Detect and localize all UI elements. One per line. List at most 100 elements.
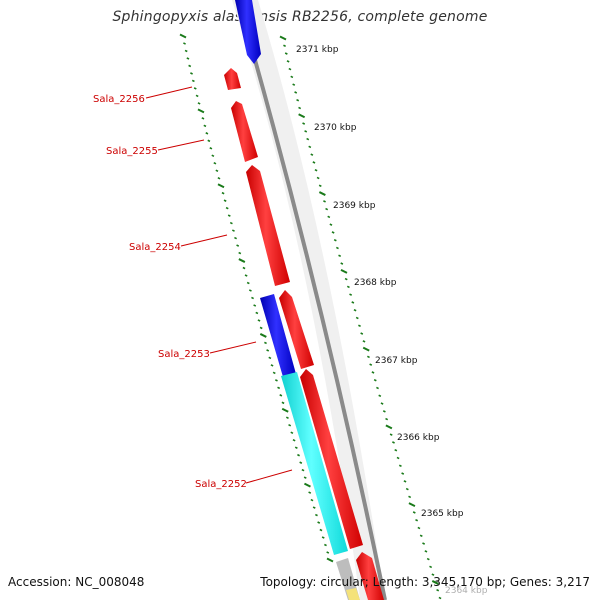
inner-tick — [310, 498, 314, 502]
inner-tick — [294, 446, 298, 449]
inner-tick — [201, 117, 205, 120]
inner-tick — [255, 311, 259, 315]
outer-tick — [279, 35, 287, 41]
gene-label-sala-2256[interactable]: Sala_2256 — [93, 94, 145, 105]
inner-tick — [238, 258, 246, 263]
outer-tick — [438, 596, 442, 600]
outer-tick — [349, 293, 353, 296]
inner-tick — [285, 416, 289, 420]
gene-sala-2256[interactable] — [224, 68, 241, 90]
outer-scale-ticks — [279, 35, 442, 600]
inner-tick — [207, 139, 211, 143]
outer-tick — [323, 200, 326, 203]
scale-label: 2370 kbp — [314, 123, 357, 133]
accession-info: Accession: NC_008048 — [8, 575, 144, 589]
outer-tick — [426, 557, 430, 561]
inner-tick — [277, 386, 281, 390]
inner-tick — [324, 543, 327, 547]
topology-label: Topology: — [260, 575, 317, 589]
gene-2252-forward[interactable] — [300, 369, 363, 549]
gene-label-sala-2254[interactable]: Sala_2254 — [129, 242, 181, 253]
outer-tick — [401, 472, 405, 475]
scale-label: 2371 kbp — [296, 45, 339, 55]
inner-tick — [225, 206, 229, 210]
inner-tick — [223, 199, 227, 202]
inner-tick — [190, 72, 193, 75]
inner-tick — [193, 87, 197, 90]
label-leader — [209, 341, 257, 354]
outer-tick — [325, 207, 329, 211]
outer-tick — [298, 113, 306, 119]
outer-tick — [424, 550, 428, 553]
inner-tick — [231, 229, 235, 232]
inner-tick — [308, 491, 312, 494]
inner-tick — [188, 64, 192, 68]
gene-sala-2252[interactable] — [281, 372, 348, 555]
scale-label: 2367 kbp — [375, 356, 418, 366]
inner-tick — [244, 274, 248, 277]
outer-tick — [318, 184, 322, 188]
outer-tick — [431, 580, 439, 585]
map-title: Sphingopyxis alaskensis RB2256, complete… — [112, 9, 488, 25]
outer-tick — [308, 145, 312, 149]
gene-sala-2255[interactable] — [231, 101, 258, 162]
gene-label-sala-2253[interactable]: Sala_2253 — [158, 349, 210, 360]
gene-2253-forward[interactable] — [279, 290, 314, 369]
inner-tick — [259, 333, 267, 338]
outer-tick — [286, 60, 290, 63]
outer-tick — [398, 464, 402, 468]
outer-tick — [316, 176, 320, 180]
outer-tick — [292, 83, 296, 86]
inner-tick — [312, 506, 316, 509]
outer-tick — [389, 433, 393, 436]
outer-tick — [329, 223, 333, 226]
inner-tick — [292, 438, 296, 442]
gene-bottom-forward[interactable] — [356, 552, 384, 600]
inner-tick — [281, 401, 285, 405]
inner-tick — [183, 42, 186, 45]
genome-summary: Topology: circular; Length: 3,345,170 bp… — [260, 575, 590, 589]
scale-label: 2368 kbp — [354, 278, 397, 288]
inner-tick — [186, 57, 190, 60]
outer-tick — [422, 542, 426, 545]
inner-tick — [274, 379, 278, 382]
reverse-gene-top[interactable] — [235, 0, 261, 64]
inner-tick — [288, 423, 292, 427]
scale-label: 2369 kbp — [333, 201, 376, 211]
gene-sala-2254[interactable] — [246, 165, 290, 286]
outer-tick — [353, 308, 357, 312]
inner-tick — [253, 304, 257, 307]
inner-tick — [203, 124, 207, 128]
outer-tick — [302, 122, 306, 125]
gene-label-sala-2255[interactable]: Sala_2255 — [106, 146, 158, 157]
outer-tick — [312, 161, 316, 164]
outer-tick — [351, 301, 355, 304]
inner-tick — [215, 169, 219, 173]
outer-tick — [405, 487, 409, 491]
outer-tick — [335, 246, 339, 250]
inner-tick — [299, 461, 303, 464]
outer-tick — [284, 52, 288, 55]
inner-tick — [272, 371, 276, 375]
inner-tick — [301, 468, 305, 472]
outer-tick — [314, 168, 318, 172]
topology-value: circular — [320, 575, 365, 589]
gene-label-sala-2252[interactable]: Sala_2252 — [195, 479, 247, 490]
outer-tick — [298, 106, 302, 110]
outer-tick — [331, 231, 335, 234]
accession-value: NC_008048 — [75, 575, 145, 589]
gene-sala-2253[interactable] — [260, 294, 296, 377]
outer-tick — [358, 324, 361, 328]
outer-tick — [318, 191, 326, 196]
outer-tick — [290, 75, 294, 79]
inner-tick — [197, 102, 201, 105]
outer-tick — [362, 346, 370, 352]
inner-tick — [238, 251, 242, 255]
outer-tick — [380, 402, 384, 405]
inner-tick — [195, 94, 199, 98]
inner-tick — [236, 244, 240, 247]
inner-tick — [270, 364, 274, 367]
outer-tick — [373, 378, 377, 382]
inner-tick — [184, 49, 188, 53]
